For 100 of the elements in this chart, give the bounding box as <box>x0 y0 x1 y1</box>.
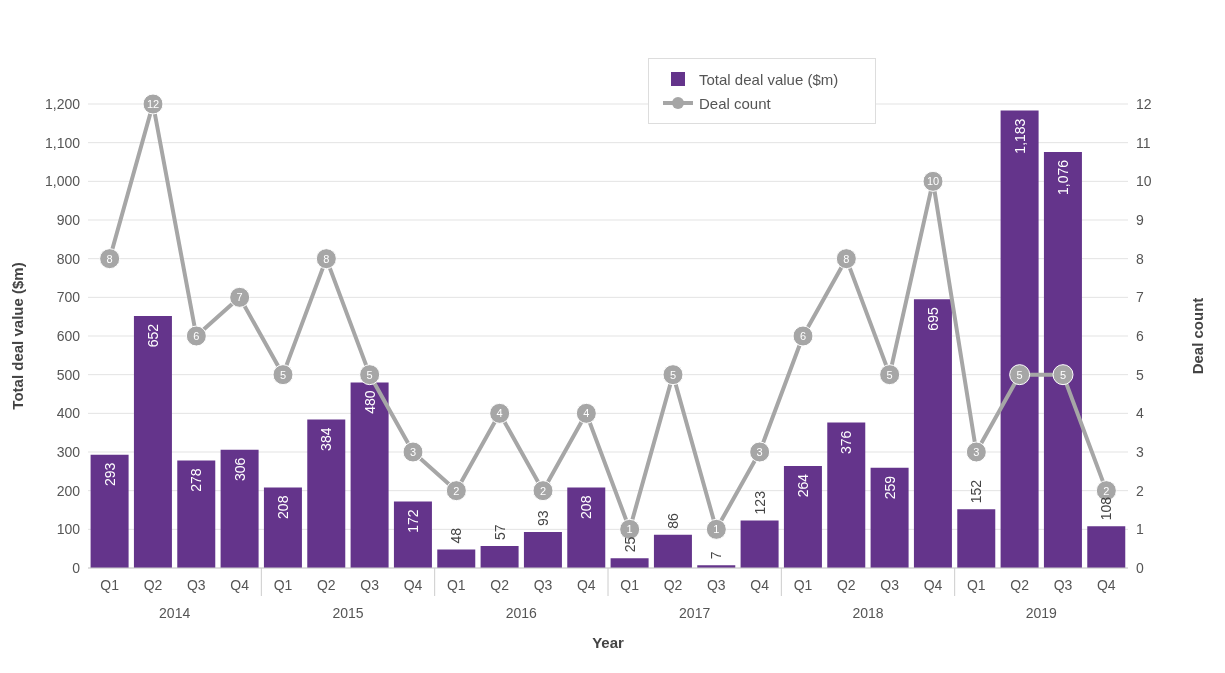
data-label: 5 <box>279 368 287 381</box>
x-tick-label: Q4 <box>403 577 423 593</box>
x-tick-label: Q2 <box>316 577 336 593</box>
y2-tick-label: 12 <box>1136 95 1152 112</box>
text: 2016 <box>505 605 538 621</box>
point <box>1009 364 1031 386</box>
data-label: 695 <box>924 307 941 331</box>
data-label: 208 <box>578 495 595 519</box>
data-label: 2 <box>1103 484 1110 497</box>
data-label: 3 <box>409 446 417 458</box>
data-label: 7 <box>708 551 725 560</box>
y-tick-label: 300 <box>56 443 81 460</box>
data-label: 3 <box>756 446 763 458</box>
data-label: 123 <box>751 490 768 515</box>
y-tick-label: 800 <box>56 250 81 267</box>
x-tick-label: Q1 <box>273 577 293 593</box>
legend-label: Deal count <box>699 94 771 112</box>
data-label: 48 <box>448 527 465 544</box>
bar <box>653 534 692 568</box>
y2-tick-label: 11 <box>1136 134 1151 151</box>
text: 2015 <box>332 605 364 621</box>
y-tick-label: 700 <box>56 289 81 306</box>
x-tick-label: Q4 <box>750 577 770 593</box>
data-label: 5 <box>1016 368 1023 381</box>
data-label: 208 <box>274 495 291 519</box>
x-axis-title: Year <box>592 634 625 651</box>
data-label: 259 <box>881 475 898 500</box>
x-tick-label: Q3 <box>1053 577 1073 593</box>
data-label: 8 <box>106 252 113 265</box>
data-label: 57 <box>491 524 508 540</box>
bar <box>177 460 216 568</box>
point <box>445 480 467 502</box>
x-tick-label: Q1 <box>446 577 466 593</box>
y2-tick-label: 8 <box>1136 250 1144 267</box>
y2-tick-label: 7 <box>1136 289 1144 306</box>
point <box>705 518 727 540</box>
point <box>272 364 294 386</box>
x-tick-label: Q1 <box>620 577 640 593</box>
y2-axis-title: Deal count <box>1189 297 1207 375</box>
y-tick-label: 600 <box>56 327 81 344</box>
bar <box>567 487 606 568</box>
point <box>185 325 207 347</box>
data-label: 93 <box>534 510 551 527</box>
y-tick-label: 400 <box>56 405 81 422</box>
x-tick-label: Q4 <box>576 577 596 593</box>
y2-tick-label: 6 <box>1136 327 1144 344</box>
text: 2017 <box>679 605 711 621</box>
y-tick-label: 500 <box>56 366 81 383</box>
y2-tick-label: 9 <box>1136 211 1144 228</box>
bar <box>913 299 952 568</box>
y-tick-label: 0 <box>72 559 81 576</box>
bar <box>263 487 302 568</box>
data-label: 278 <box>188 468 205 492</box>
y-tick-label: 1,000 <box>44 173 81 190</box>
point <box>402 441 424 463</box>
data-label: 10 <box>926 175 940 188</box>
data-label: 152 <box>968 479 985 504</box>
data-label: 5 <box>886 368 893 381</box>
data-label: 5 <box>669 368 677 381</box>
x-tick-label: Q4 <box>1096 577 1116 593</box>
text: 2014 <box>159 605 191 621</box>
y2-tick-label: 4 <box>1136 405 1144 422</box>
x-tick-label: Q1 <box>966 577 986 593</box>
bar <box>90 454 129 568</box>
bar <box>957 509 996 568</box>
point <box>315 248 337 270</box>
bar <box>220 449 259 568</box>
data-label: 1 <box>626 523 633 536</box>
bar <box>870 467 909 568</box>
data-label: 86 <box>664 512 681 529</box>
bar <box>523 532 562 568</box>
data-label: 2 <box>453 484 460 497</box>
bar <box>610 558 649 568</box>
bar <box>350 382 389 568</box>
legend-label: Total deal value ($m) <box>699 70 839 88</box>
data-label: 306 <box>231 457 248 482</box>
bar <box>437 549 476 568</box>
data-label: 172 <box>404 509 421 533</box>
y2-tick-label: 3 <box>1136 443 1144 460</box>
data-label: 1,076 <box>1054 159 1071 195</box>
data-label: 12 <box>146 98 160 110</box>
y2-tick-label: 2 <box>1136 482 1144 499</box>
bar <box>1000 110 1039 568</box>
point <box>1052 364 1074 386</box>
x-tick-label: Q4 <box>923 577 943 593</box>
bar <box>133 315 172 568</box>
point <box>99 248 121 270</box>
x-tick-label: Q3 <box>360 577 380 593</box>
point <box>662 364 684 386</box>
point <box>359 364 381 386</box>
data-label: 1 <box>713 523 720 536</box>
y2-tick-label: 10 <box>1136 173 1152 190</box>
point <box>532 480 554 502</box>
y2-tick-label: 1 <box>1136 521 1144 538</box>
data-label: 7 <box>236 291 243 304</box>
data-label: 264 <box>794 473 811 498</box>
x-tick-label: Q2 <box>663 577 683 593</box>
text: 2018 <box>852 605 884 621</box>
data-label: 376 <box>838 430 855 454</box>
y2-tick-label: 5 <box>1136 366 1144 383</box>
